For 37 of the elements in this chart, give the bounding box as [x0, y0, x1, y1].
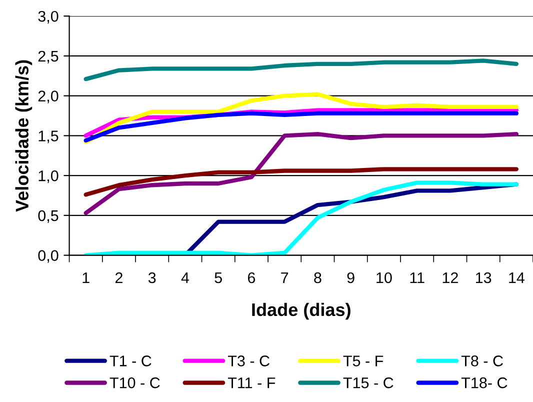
x-tick-label: 1 [82, 272, 90, 284]
x-tick-label: 8 [314, 272, 322, 284]
legend-label: T11 - F [228, 378, 276, 388]
x-tick-label: 5 [214, 272, 222, 284]
legend-label: T15 - C [343, 377, 394, 388]
x-tick-label: 6 [248, 272, 256, 284]
x-axis-title: Idade (dias) [252, 302, 350, 320]
legend-label: T8 - C [461, 356, 503, 366]
y-tick-label: 3,0 [38, 10, 58, 24]
line-series [84, 58, 519, 82]
y-tick-label: 1,0 [38, 170, 58, 184]
legend-label: T5 - F [343, 356, 384, 366]
line-series [84, 180, 519, 256]
legend-label: T1 - C [110, 356, 152, 366]
legend-label: T3 - C [228, 356, 270, 366]
x-tick-label: 7 [281, 272, 288, 284]
x-tick-label: 12 [442, 272, 458, 284]
line-series [84, 167, 519, 197]
line-series [84, 132, 519, 216]
x-tick-label: 13 [476, 272, 492, 284]
x-tick-label: 10 [376, 272, 392, 284]
x-tick-label: 4 [181, 272, 190, 284]
line-series [84, 111, 519, 143]
legend-label: T18- C [461, 377, 508, 388]
x-tick-label: 3 [148, 272, 156, 284]
legend-label: T10 - C [110, 377, 160, 388]
x-tick-label: 11 [410, 272, 424, 284]
x-tick-label: 2 [115, 272, 122, 284]
y-tick-label: 0,5 [38, 210, 58, 223]
y-tick-label: 1,5 [38, 130, 58, 144]
y-tick-label: 0,0 [38, 250, 58, 263]
x-tick-label: 9 [347, 272, 354, 284]
y-tick-label: 2,0 [38, 90, 58, 104]
x-tick-label: 14 [509, 272, 524, 284]
y-axis-title: Velocidade (km/s) [15, 60, 32, 212]
y-tick-label: 2,5 [38, 50, 58, 64]
line-series [84, 92, 519, 144]
